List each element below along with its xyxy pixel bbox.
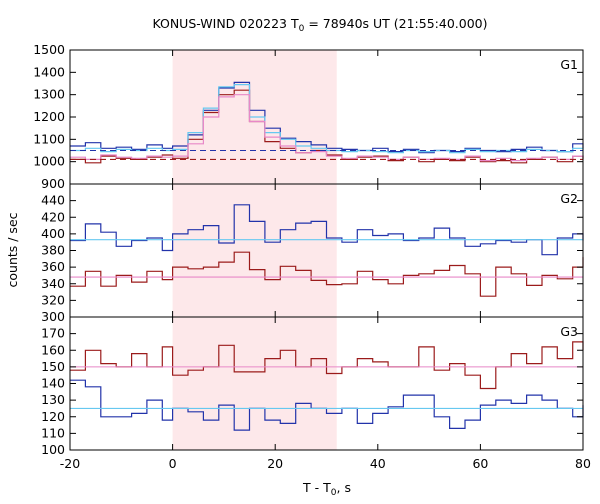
y-tick-label-g3: 120 bbox=[41, 409, 65, 424]
y-tick-label-g1: 1100 bbox=[33, 131, 65, 146]
y-tick-label-g1: 1500 bbox=[33, 42, 65, 57]
series-g2-2-line bbox=[70, 251, 584, 297]
y-tick-label-g2: 440 bbox=[41, 193, 65, 208]
y-tick-label-g2: 360 bbox=[41, 259, 65, 274]
panel-label-g3: G3 bbox=[560, 324, 578, 339]
x-tick-label: 40 bbox=[370, 456, 386, 471]
series-g2-1-line bbox=[70, 204, 584, 256]
y-tick-label-g2: 380 bbox=[41, 243, 65, 258]
shaded-interval-g3 bbox=[172, 317, 337, 450]
series-g1-3-line bbox=[70, 84, 584, 154]
x-tick-label: 20 bbox=[267, 456, 283, 471]
y-axis-label: counts / sec bbox=[5, 212, 20, 287]
panel-label-g1: G1 bbox=[560, 57, 578, 72]
x-axis-label-rest: , s bbox=[337, 480, 351, 495]
x-axis-label: T - T0, s bbox=[302, 480, 351, 498]
y-tick-label-g3: 150 bbox=[41, 359, 65, 374]
y-tick-label-g3: 110 bbox=[41, 425, 65, 440]
y-tick-label-g2: 340 bbox=[41, 276, 65, 291]
y-tick-label-g2: 300 bbox=[41, 309, 65, 324]
y-tick-label-g3: 100 bbox=[41, 442, 65, 457]
panel-label-g2: G2 bbox=[560, 191, 578, 206]
x-tick-label: 0 bbox=[169, 456, 177, 471]
chart-title-main: KONUS-WIND 020223 T bbox=[152, 16, 298, 31]
plot-area: 900100011001200130014001500G130032034036… bbox=[33, 42, 591, 471]
y-tick-label-g2: 320 bbox=[41, 292, 65, 307]
y-tick-label-g3: 170 bbox=[41, 326, 65, 341]
x-axis-label-subscript: 0 bbox=[331, 488, 337, 498]
y-tick-label-g3: 160 bbox=[41, 342, 65, 357]
series-g1-4-line bbox=[70, 94, 584, 162]
y-tick-label-g1: 1200 bbox=[33, 109, 65, 124]
x-tick-label: -20 bbox=[60, 456, 80, 471]
chart-title: KONUS-WIND 020223 T0 = 78940s UT (21:55:… bbox=[152, 16, 487, 34]
y-tick-label-g1: 1300 bbox=[33, 87, 65, 102]
y-tick-label-g1: 1000 bbox=[33, 154, 65, 169]
y-tick-label-g3: 140 bbox=[41, 376, 65, 391]
series-g3-2-line bbox=[70, 379, 584, 431]
y-tick-label-g3: 130 bbox=[41, 392, 65, 407]
x-tick-label: 60 bbox=[472, 456, 488, 471]
y-tick-label-g1: 900 bbox=[41, 176, 65, 191]
y-tick-label-g2: 420 bbox=[41, 209, 65, 224]
x-tick-label: 80 bbox=[575, 456, 591, 471]
chart-title-subscript: 0 bbox=[299, 24, 305, 34]
chart-title-rest: = 78940s UT (21:55:40.000) bbox=[304, 16, 487, 31]
shaded-interval-g2 bbox=[172, 184, 337, 317]
y-tick-label-g1: 1400 bbox=[33, 64, 65, 79]
x-axis-label-main: T - T bbox=[302, 480, 331, 495]
y-tick-label-g2: 400 bbox=[41, 226, 65, 241]
